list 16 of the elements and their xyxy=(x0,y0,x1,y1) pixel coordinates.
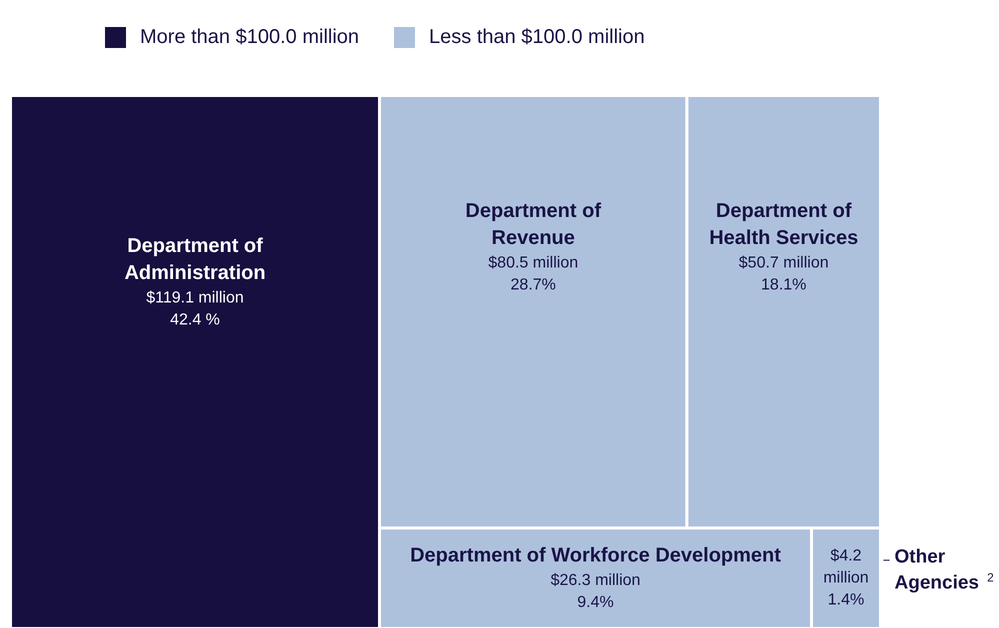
text: 9.4% xyxy=(577,594,614,612)
data-label: $80.5 million xyxy=(488,254,578,272)
data-label: $4.2 million xyxy=(823,548,869,587)
text: 1.4% xyxy=(828,592,864,609)
legend-label: More than $100.0 million xyxy=(140,26,360,48)
category-label: Department of Revenue xyxy=(465,200,602,249)
text: 28.7% xyxy=(510,276,556,294)
category-label: Department of Health Services xyxy=(709,200,858,249)
text: 18.1% xyxy=(761,276,806,294)
data-label: $119.1 million xyxy=(146,290,244,307)
category-label: Department of Administration xyxy=(124,235,266,284)
legend-label: Less than $100.0 million xyxy=(429,26,645,48)
data-label: $26.3 million xyxy=(550,572,640,590)
text: 42.4 % xyxy=(170,312,220,329)
data-label: $50.7 million xyxy=(738,254,829,272)
category-label: Department of Workforce Development xyxy=(410,544,782,567)
